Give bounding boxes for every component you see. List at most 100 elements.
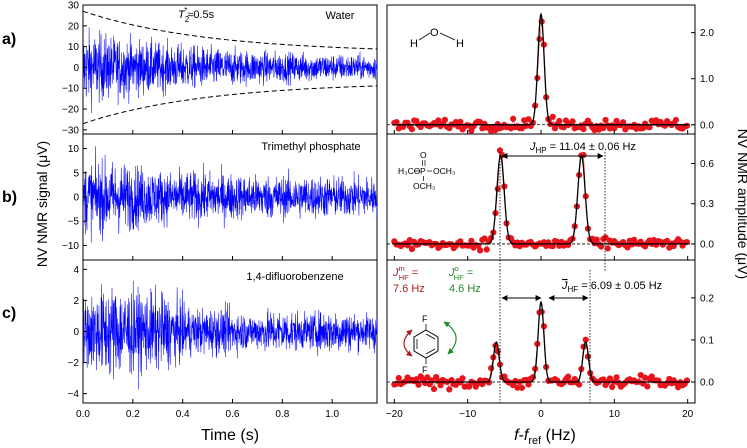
y-tick-label: −20	[62, 105, 79, 116]
y-tick-label: 0	[73, 327, 79, 338]
spectrum-point	[525, 116, 532, 123]
amp-tick-label: 0.1	[700, 335, 714, 346]
panel-letter-b: b)	[2, 189, 17, 206]
spectrum-point	[525, 381, 532, 388]
x-tick-label: 0.2	[126, 409, 140, 420]
y-tick-label: −10	[62, 241, 79, 252]
meta-coupling-arrow	[403, 329, 413, 357]
jhf-meta-value: 7.6 Hz	[393, 283, 425, 295]
time-axis-label: Time (s)	[201, 427, 259, 444]
benzene-double-bond-1	[425, 333, 436, 340]
amplitude-y-ticks: 2.0 1.0 0.0 0.6 0.3 0.0 0.2 0.1 0.0	[691, 28, 714, 388]
spectrum-point	[459, 375, 466, 382]
spectrum-point	[408, 126, 416, 133]
panel-letter-a: a)	[2, 31, 16, 48]
panel-letter-c: c)	[2, 305, 16, 322]
spectrum-point	[494, 185, 501, 192]
jhp-label: JHP = 11.04 ± 0.06 Hz	[529, 141, 636, 155]
y-tick-label: 0	[73, 193, 79, 204]
amp-tick-label: 1.0	[700, 74, 714, 85]
amp-tick-label: 0.0	[700, 239, 714, 250]
fluorine-bottom: F	[422, 365, 428, 375]
spectrum-point	[435, 117, 442, 124]
spectrum-point	[593, 236, 600, 243]
spectrum-point	[510, 115, 517, 122]
spectrum-point	[536, 36, 543, 43]
trimethyl-phosphate-molecule: O H₃CO P OCH₃ OCH₃	[398, 150, 455, 191]
water-molecule: H O H	[410, 27, 464, 50]
spectrum-point	[514, 384, 521, 391]
y-tick-label: −2	[68, 358, 80, 369]
tmp-oxygen: O	[420, 150, 427, 160]
spectrum-point	[624, 244, 631, 251]
spectrum-point	[565, 373, 572, 380]
spectrum-point	[488, 365, 495, 372]
spectrum-point	[620, 119, 627, 126]
sample-name-difluorobenzene: 1,4-difluorobenzene	[246, 271, 343, 283]
x-tick-label: 1.0	[325, 409, 339, 420]
spectrum-point	[683, 377, 691, 384]
spectrum-point	[446, 386, 453, 393]
y-tick-label: −10	[62, 84, 79, 95]
time-x-ticks: 0.0 0.2 0.4 0.6 0.8 1.0	[76, 130, 340, 420]
freq-tick-label: −10	[459, 409, 476, 420]
amp-tick-label: 0.0	[700, 377, 714, 388]
x-tick-label: 0.6	[226, 409, 240, 420]
spectrum-point	[393, 118, 400, 126]
spectrum-point	[683, 122, 691, 129]
y-tick-label: 10	[68, 144, 80, 155]
spectrum-point	[672, 116, 680, 124]
spectrum-point	[457, 118, 464, 125]
spectrum-point	[556, 117, 563, 125]
spectrum-point	[415, 381, 422, 388]
spectrum-point	[611, 125, 618, 132]
tmp-phosphorus: P	[420, 166, 426, 176]
freq-tick-label: 0	[538, 409, 544, 420]
jhf-ortho-value: 4.6 Hz	[449, 283, 481, 295]
spectrum-a	[387, 12, 695, 135]
tmp-bottom-group: OCH₃	[413, 181, 435, 191]
spectrum-point	[468, 237, 475, 244]
water-oxygen: O	[430, 27, 439, 39]
y-tick-label: −4	[68, 389, 80, 400]
y-tick-label: 20	[68, 21, 80, 32]
spectrum-point	[580, 126, 587, 133]
frequency-x-ticks: −20 −10 0 10 20	[386, 130, 694, 420]
spectrum-point	[609, 383, 616, 391]
spectrum-column: 2.01.00.00.60.30.00.20.10.0 −20 −10 0 10 20 …	[386, 4, 747, 447]
y-tick-label: 4	[73, 265, 79, 276]
spectrum-point	[602, 116, 609, 124]
spectrum-point	[408, 246, 416, 253]
y-tick-label: 10	[68, 42, 80, 53]
ortho-coupling-arrow	[443, 321, 457, 355]
spectrum-point	[483, 246, 490, 253]
spectrum-point	[549, 113, 556, 120]
time-signal-c	[83, 280, 377, 390]
y-tick-label: 0	[73, 63, 79, 74]
spectrum-point	[518, 384, 526, 391]
freq-tick-label: 20	[682, 409, 694, 420]
spectrum-point	[466, 383, 473, 390]
spectrum-point	[477, 247, 484, 254]
spectrum-point	[604, 245, 611, 252]
jhf-ortho-symbol: Jo HF =	[448, 264, 473, 282]
sample-name-trimethyl-phosphate: Trimethyl phosphate	[261, 141, 360, 153]
fluorine-top: F	[422, 314, 428, 324]
spectrum-point	[613, 374, 620, 381]
jhf-average-label: JHF = 6.09 ± 0.05 Hz	[561, 280, 662, 294]
benzene-double-bond-2	[425, 348, 436, 355]
spectrum-point	[646, 124, 653, 131]
spectrum-point	[441, 116, 449, 123]
spectrum-point	[437, 382, 444, 389]
time-signal-a	[83, 27, 377, 113]
water-bond-left	[418, 32, 431, 41]
x-tick-label: 0.0	[76, 409, 90, 420]
sample-name-water: Water	[326, 10, 355, 22]
amp-tick-label: 0.3	[700, 199, 714, 210]
spectrum-point	[576, 381, 583, 388]
spectrum-point	[413, 376, 420, 383]
amp-tick-label: 0.2	[700, 293, 714, 304]
jhf-meta-symbol: Jm HF =	[392, 264, 418, 282]
